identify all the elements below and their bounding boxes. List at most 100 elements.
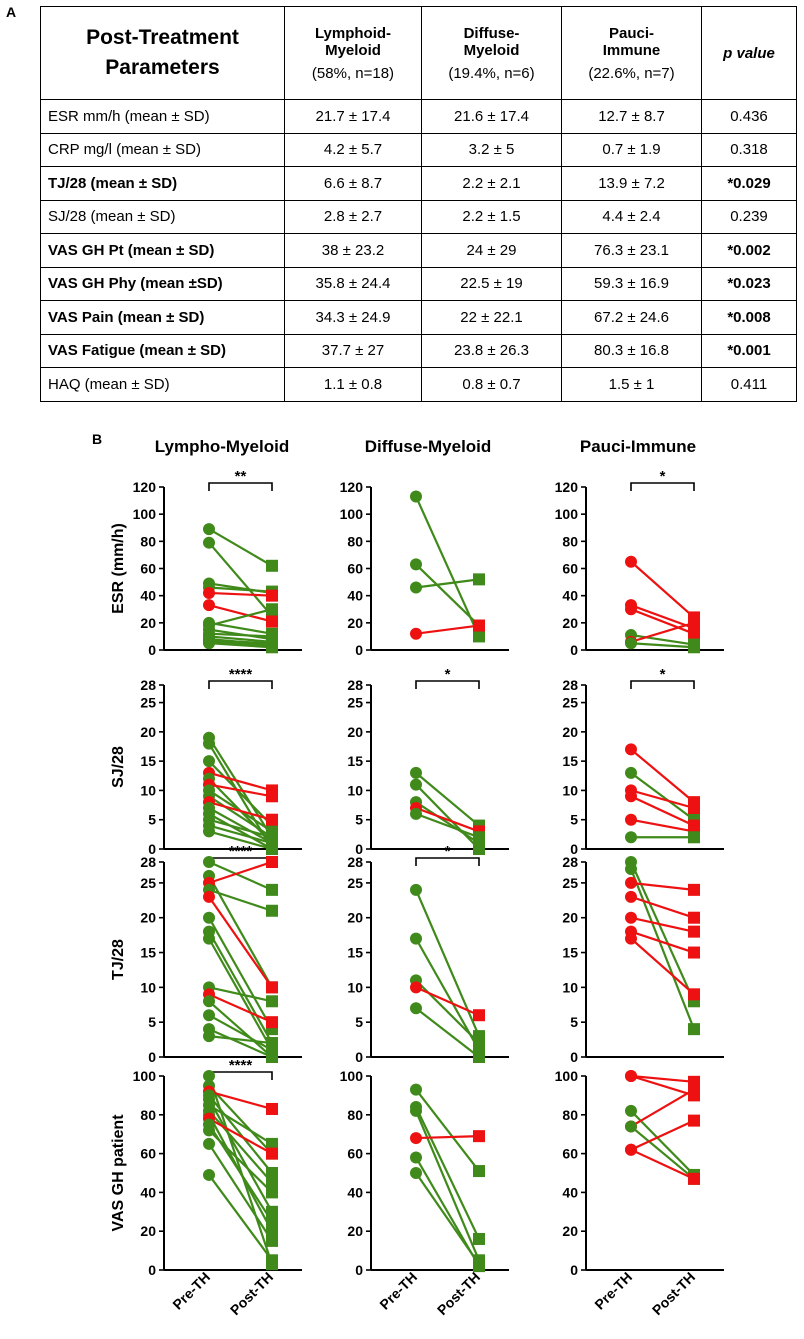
- pre-th-point: [203, 599, 215, 612]
- pair-connector-line: [414, 889, 481, 1037]
- pair-connector-line: [208, 818, 273, 839]
- pair-connector-line: [630, 1125, 695, 1180]
- table-row: TJ/28 (mean ± SD) 6.6 ± 8.7 2.2 ± 2.1 13.9 …: [40, 166, 797, 201]
- pre-th-point: [625, 1070, 637, 1082]
- pre-th-point: [410, 778, 422, 791]
- pre-th-point: [625, 637, 637, 650]
- header-pauci-immune: Pauci- Immune (22.6%, n=7): [561, 6, 702, 100]
- y-tick-label: 60: [562, 561, 578, 577]
- pair-connector-line: [208, 528, 273, 567]
- pair-connector-line: [630, 818, 695, 833]
- post-th-point: [266, 904, 278, 917]
- pair-connector-line: [415, 578, 480, 589]
- pre-th-point: [625, 890, 637, 903]
- y-tick-label: 10: [140, 979, 156, 995]
- pre-th-point: [203, 1137, 215, 1150]
- pair-connector-line: [415, 1106, 480, 1240]
- cell-diffuse-myeloid: 2.2 ± 2.1: [421, 166, 562, 201]
- header-group-name-line1: Lymphoid-: [314, 24, 392, 42]
- pair-connector-line: [630, 1148, 695, 1180]
- x-category-label: Pre-TH: [169, 1269, 213, 1313]
- cell-pauci-immune: 12.7 ± 8.7: [561, 99, 702, 134]
- post-th-point: [688, 802, 700, 814]
- pair-connector-line: [630, 1088, 695, 1128]
- pair-connector-line: [630, 604, 695, 630]
- column-title: Lympho-Myeloid: [155, 437, 289, 456]
- pair-connector-line: [208, 1129, 273, 1194]
- pre-th-point: [410, 1151, 422, 1164]
- post-th-point: [473, 630, 485, 643]
- pair-connector-line: [208, 1035, 273, 1045]
- y-tick-label: 80: [140, 1107, 156, 1123]
- y-tick-label: 15: [140, 945, 156, 961]
- y-tick-label: 0: [148, 1262, 156, 1278]
- panel-b-letter: B: [92, 431, 103, 447]
- pair-connector-line: [630, 895, 695, 919]
- y-tick-label: 80: [140, 533, 156, 549]
- cell-lymphoid-myeloid: 38 ± 23.2: [284, 233, 422, 268]
- cell-pauci-immune: 4.4 ± 2.4: [561, 199, 702, 234]
- pair-connector-line: [630, 916, 695, 933]
- post-th-point: [688, 1172, 700, 1185]
- pair-connector-line: [415, 783, 480, 850]
- y-tick-label: 5: [355, 812, 363, 828]
- pair-connector-line: [630, 748, 695, 803]
- pre-th-point: [625, 1143, 637, 1156]
- y-tick-label: 28: [347, 854, 363, 870]
- x-category-label: Post-TH: [434, 1269, 483, 1318]
- post-th-point: [473, 619, 485, 632]
- significance-bracket: [415, 680, 480, 689]
- pre-th-point: [203, 932, 215, 945]
- y-tick-label: 28: [562, 677, 578, 693]
- pair-connector-line: [208, 801, 273, 821]
- pre-th-point: [410, 932, 422, 945]
- cell-p-value: *0.002: [701, 233, 797, 268]
- y-tick-label: 5: [570, 812, 578, 828]
- pair-connector-line: [629, 861, 696, 1002]
- cell-diffuse-myeloid: 3.2 ± 5: [421, 132, 562, 167]
- y-tick-label: 28: [347, 677, 363, 693]
- y-tick-label: 28: [562, 854, 578, 870]
- y-tick-label: 40: [347, 1184, 363, 1200]
- y-tick-label: 15: [140, 753, 156, 769]
- post-th-point: [266, 843, 278, 855]
- y-tick-label: 10: [140, 782, 156, 798]
- header-group-name-line2: Immune: [602, 41, 661, 59]
- pair-connector-line: [414, 496, 481, 637]
- pair-connector-line: [208, 771, 273, 792]
- significance-stars: ****: [229, 1057, 253, 1074]
- y-tick-label: 5: [148, 1014, 156, 1030]
- significance-stars: ****: [229, 666, 253, 683]
- y-tick-label: 25: [347, 875, 363, 891]
- cell-label: HAQ (mean ± SD): [40, 367, 285, 402]
- table-row: CRP mg/l (mean ± SD) 4.2 ± 5.7 3.2 ± 5 0.7 …: [40, 132, 797, 167]
- post-th-point: [473, 1051, 485, 1063]
- significance-bracket: [630, 482, 695, 491]
- pair-connector-line: [208, 621, 273, 635]
- significance-stars: *: [660, 666, 666, 683]
- post-treatment-table: Post-Treatment Parameters Lymphoid- Myel…: [40, 6, 797, 402]
- table-row: SJ/28 (mean ± SD) 2.8 ± 2.7 2.2 ± 1.5 4.4 ±…: [40, 199, 797, 234]
- post-th-point: [266, 1205, 278, 1218]
- pair-connector-line: [630, 930, 695, 954]
- post-th-point: [266, 615, 278, 628]
- y-tick-label: 100: [340, 506, 364, 522]
- cell-diffuse-myeloid: 22 ± 22.1: [421, 300, 562, 335]
- pair-connector-line: [208, 1094, 273, 1174]
- y-tick-label: 0: [148, 642, 156, 658]
- post-th-point: [688, 1114, 700, 1127]
- cell-diffuse-myeloid: 0.8 ± 0.7: [421, 367, 562, 402]
- column-title: Diffuse-Myeloid: [365, 437, 492, 456]
- pre-th-point: [625, 743, 637, 756]
- pre-th-point: [203, 1070, 215, 1082]
- y-tick-label: 15: [347, 945, 363, 961]
- cell-diffuse-myeloid: 2.2 ± 1.5: [421, 199, 562, 234]
- header-group-sub: (19.4%, n=6): [448, 64, 535, 82]
- pair-connector-line: [630, 881, 695, 891]
- y-tick-label: 25: [140, 695, 156, 711]
- row-axis-label: VAS GH patient: [110, 1114, 127, 1232]
- pair-connector-line: [630, 937, 695, 996]
- pair-connector-line: [630, 771, 695, 821]
- pair-connector-line: [208, 642, 273, 649]
- pair-connector-line: [208, 1028, 273, 1059]
